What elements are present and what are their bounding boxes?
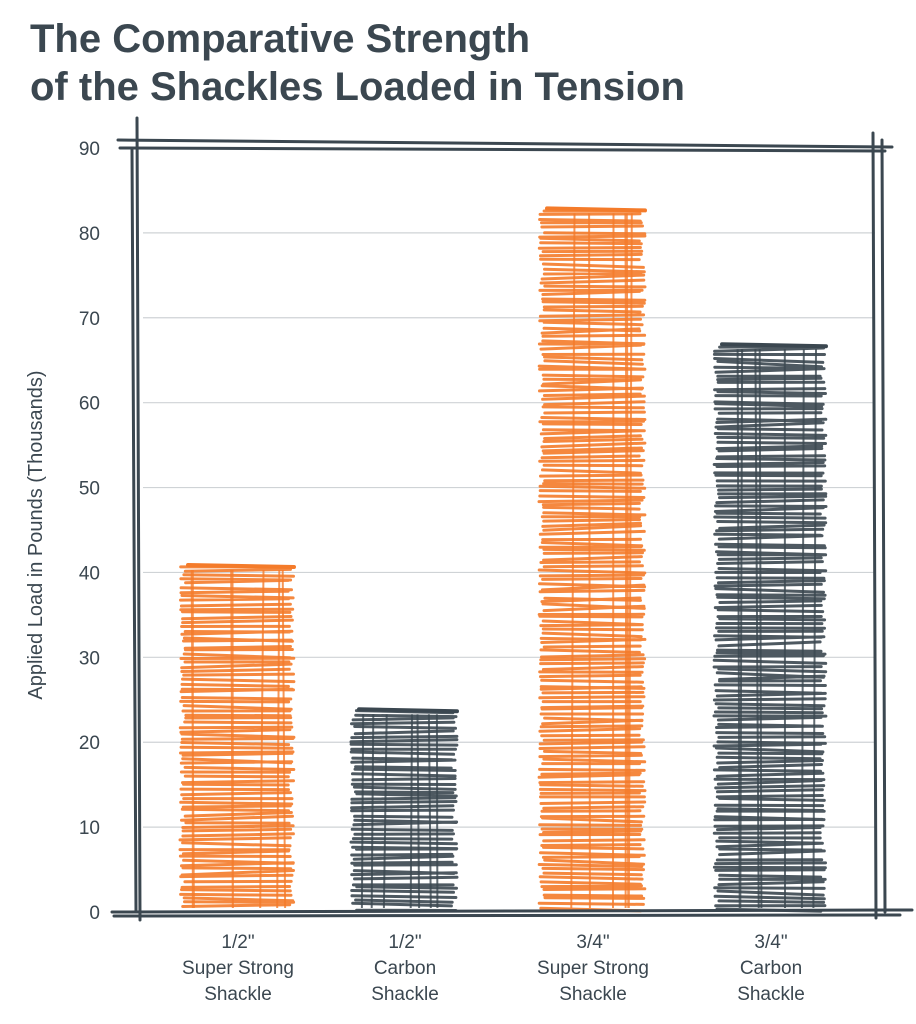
frame-stroke: [112, 913, 902, 918]
bar: [178, 562, 296, 909]
x-axis-labels: 1/2" Super Strong Shackle 1/2" Carbon Shackle…: [182, 932, 805, 1005]
y-tick-label: 70: [79, 309, 100, 330]
y-tick-label: 80: [79, 224, 100, 245]
y-tick-label: 10: [79, 818, 100, 839]
y-tick-label: 90: [79, 139, 100, 160]
bar: [349, 707, 459, 912]
y-tick-label: 60: [79, 394, 100, 415]
y-tick-label: 40: [79, 563, 100, 584]
chart-title-line-2: of the Shackles Loaded in Tension: [30, 65, 685, 109]
y-axis-ticks: 0 10 20 30 40 50 60 70 80 90: [79, 139, 100, 924]
frame-stroke: [118, 146, 887, 153]
y-tick-label: 0: [89, 903, 100, 924]
x-tick-label: 3/4" Super Strong Shackle: [537, 932, 649, 1005]
y-tick-label: 50: [79, 479, 100, 500]
plot-frame: [110, 116, 914, 922]
bar: [537, 206, 647, 913]
chart-title: The Comparative Strength of the Shackles…: [30, 17, 685, 109]
frame-stroke: [880, 138, 887, 914]
frame-stroke: [130, 148, 138, 914]
chart-title-line-1: The Comparative Strength: [30, 17, 530, 61]
frame-stroke: [116, 138, 894, 149]
x-tick-label: 3/4" Carbon Shackle: [737, 932, 805, 1005]
bars: [178, 206, 828, 913]
frame-stroke: [871, 131, 878, 920]
y-tick-label: 30: [79, 648, 100, 669]
frame-stroke: [110, 908, 914, 914]
y-tick-label: 20: [79, 733, 100, 754]
y-axis-title: Applied Load in Pounds (Thousands): [25, 370, 47, 699]
x-tick-label: 1/2" Super Strong Shackle: [182, 932, 294, 1005]
x-tick-label: 1/2" Carbon Shackle: [371, 932, 439, 1005]
bar: [712, 342, 828, 913]
frame-stroke: [135, 116, 142, 922]
